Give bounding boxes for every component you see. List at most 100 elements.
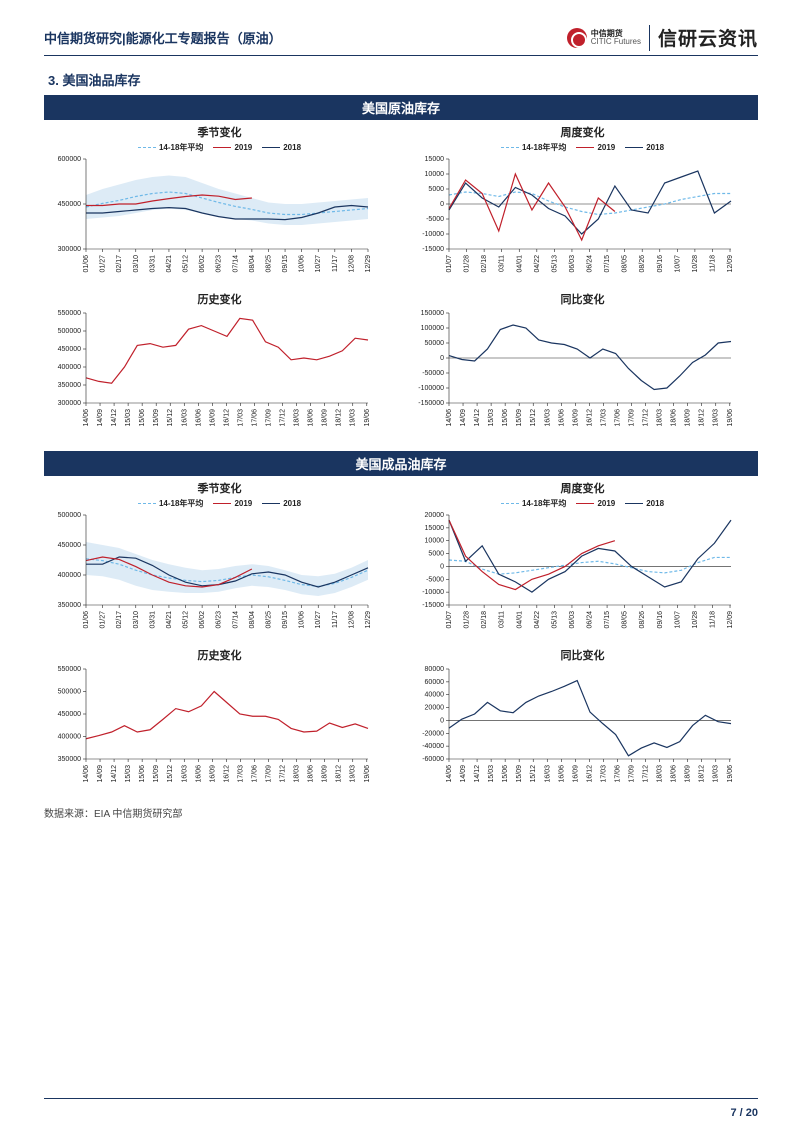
logo-mark-icon (567, 28, 587, 48)
svg-text:350000: 350000 (58, 382, 81, 389)
svg-text:17/03: 17/03 (237, 409, 244, 427)
svg-text:15/06: 15/06 (502, 765, 509, 783)
svg-text:500000: 500000 (58, 689, 81, 696)
chart-product-yoy: 同比变化 -60000-40000-2000002000040000600008… (407, 647, 758, 795)
svg-text:03/10: 03/10 (133, 611, 140, 629)
legend: 14-18年平均20192018 (44, 142, 395, 153)
svg-text:12/09: 12/09 (727, 255, 734, 273)
svg-text:17/12: 17/12 (280, 409, 287, 427)
chart-crude-history: 历史变化 30000035000040000045000050000055000… (44, 291, 395, 439)
footer-line (44, 1098, 758, 1099)
svg-text:600000: 600000 (58, 156, 81, 163)
svg-text:06/02: 06/02 (199, 611, 206, 629)
svg-text:12/29: 12/29 (365, 611, 372, 629)
section-heading: 3. 美国油品库存 (48, 70, 758, 89)
svg-text:14/09: 14/09 (97, 765, 104, 783)
svg-text:09/15: 09/15 (282, 255, 289, 273)
banner-product: 美国成品油库存 (44, 451, 758, 476)
svg-text:18/06: 18/06 (308, 765, 315, 783)
svg-text:14/12: 14/12 (474, 765, 481, 783)
svg-text:11/18: 11/18 (709, 255, 716, 272)
svg-text:-10000: -10000 (422, 231, 444, 238)
svg-text:10000: 10000 (425, 171, 445, 178)
svg-text:16/12: 16/12 (223, 765, 230, 783)
legend: 14-18年平均20192018 (44, 498, 395, 509)
svg-text:12/08: 12/08 (348, 255, 355, 273)
svg-text:-150000: -150000 (418, 400, 444, 407)
chart-product-weekly: 周度变化 14-18年平均20192018 -15000-10000-50000… (407, 480, 758, 641)
svg-text:14/12: 14/12 (111, 765, 118, 783)
svg-text:14/09: 14/09 (460, 409, 467, 427)
svg-text:450000: 450000 (58, 542, 81, 549)
svg-text:19/06: 19/06 (727, 765, 734, 783)
svg-text:17/03: 17/03 (600, 409, 607, 427)
svg-text:17/03: 17/03 (237, 765, 244, 783)
chart-crude-season: 季节变化 14-18年平均20192018 300000450000600000… (44, 124, 395, 285)
svg-text:10/28: 10/28 (692, 255, 699, 273)
legend: 14-18年平均20192018 (407, 498, 758, 509)
svg-text:18/06: 18/06 (308, 409, 315, 427)
svg-text:16/12: 16/12 (223, 409, 230, 427)
svg-text:16/06: 16/06 (558, 765, 565, 783)
svg-text:02/17: 02/17 (116, 611, 123, 629)
svg-text:07/14: 07/14 (232, 611, 239, 629)
svg-text:14/06: 14/06 (83, 409, 90, 427)
svg-text:17/12: 17/12 (280, 765, 287, 783)
svg-text:18/06: 18/06 (671, 409, 678, 427)
svg-text:-15000: -15000 (422, 246, 444, 253)
svg-text:17/12: 17/12 (643, 765, 650, 783)
svg-text:19/06: 19/06 (364, 765, 371, 783)
svg-text:09/15: 09/15 (282, 611, 289, 629)
chart-crude-weekly: 周度变化 14-18年平均20192018 -15000-10000-50000… (407, 124, 758, 285)
svg-text:09/16: 09/16 (657, 611, 664, 629)
svg-text:07/15: 07/15 (604, 611, 611, 629)
svg-text:16/09: 16/09 (209, 409, 216, 427)
svg-text:17/06: 17/06 (251, 765, 258, 783)
svg-text:450000: 450000 (58, 711, 81, 718)
svg-text:01/27: 01/27 (100, 611, 107, 629)
svg-text:16/03: 16/03 (544, 765, 551, 783)
svg-text:07/14: 07/14 (232, 255, 239, 273)
svg-text:07/15: 07/15 (604, 255, 611, 273)
svg-text:550000: 550000 (58, 310, 81, 317)
banner-crude: 美国原油库存 (44, 95, 758, 120)
svg-text:15/03: 15/03 (125, 409, 132, 427)
chart-product-season: 季节变化 14-18年平均20192018 350000400000450000… (44, 480, 395, 641)
svg-text:06/23: 06/23 (216, 611, 223, 629)
svg-text:14/06: 14/06 (446, 409, 453, 427)
svg-text:01/06: 01/06 (83, 255, 90, 273)
svg-text:14/12: 14/12 (474, 409, 481, 427)
svg-text:18/12: 18/12 (699, 765, 706, 783)
svg-text:10/27: 10/27 (315, 611, 322, 629)
svg-text:14/06: 14/06 (83, 765, 90, 783)
citic-logo: 中信期货CITIC Futures (567, 28, 641, 48)
svg-text:01/07: 01/07 (446, 255, 453, 273)
svg-text:19/03: 19/03 (713, 409, 720, 427)
svg-text:15/12: 15/12 (167, 765, 174, 783)
svg-text:16/03: 16/03 (181, 409, 188, 427)
svg-text:16/06: 16/06 (195, 409, 202, 427)
svg-text:15/12: 15/12 (167, 409, 174, 427)
svg-text:18/12: 18/12 (336, 765, 343, 783)
svg-text:-50000: -50000 (422, 370, 444, 377)
svg-text:04/22: 04/22 (534, 611, 541, 629)
svg-text:-5000: -5000 (426, 576, 444, 583)
svg-text:0: 0 (440, 355, 444, 362)
svg-text:12/29: 12/29 (365, 255, 372, 273)
svg-text:15/09: 15/09 (153, 765, 160, 783)
svg-text:-20000: -20000 (422, 730, 444, 737)
svg-text:18/12: 18/12 (336, 409, 343, 427)
svg-text:10/06: 10/06 (299, 255, 306, 273)
svg-text:16/03: 16/03 (544, 409, 551, 427)
svg-text:10/07: 10/07 (674, 611, 681, 629)
svg-text:80000: 80000 (425, 666, 445, 673)
svg-text:06/02: 06/02 (199, 255, 206, 273)
svg-text:18/09: 18/09 (322, 765, 329, 783)
svg-text:50000: 50000 (425, 340, 445, 347)
legend: 14-18年平均20192018 (407, 142, 758, 153)
svg-text:19/03: 19/03 (350, 409, 357, 427)
svg-text:500000: 500000 (58, 328, 81, 335)
svg-text:04/01: 04/01 (516, 611, 523, 629)
svg-text:0: 0 (440, 717, 444, 724)
svg-text:15/06: 15/06 (139, 765, 146, 783)
